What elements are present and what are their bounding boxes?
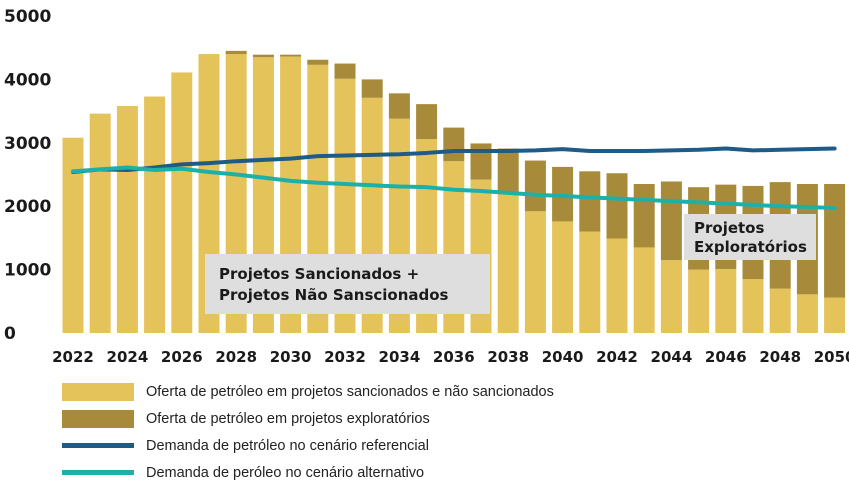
x-tick-label: 2050 (814, 348, 849, 366)
legend-label-sanctioned: Oferta de petróleo em projetos sancionad… (146, 383, 554, 400)
y-tick-label: 0 (4, 324, 16, 344)
annotation-box (684, 214, 816, 260)
x-tick-label: 2026 (161, 348, 203, 366)
x-tick-label: 2024 (107, 348, 149, 366)
y-tick-label: 2000 (4, 197, 51, 217)
bar-exploratory (334, 63, 356, 79)
annotation-text: Projetos Sancionados + (219, 265, 419, 283)
y-tick-label: 5000 (4, 7, 51, 27)
bar-sanctioned (688, 269, 710, 333)
x-tick-label: 2036 (433, 348, 475, 366)
bar-exploratory (606, 173, 628, 239)
bar-sanctioned (660, 260, 682, 333)
x-tick-label: 2030 (270, 348, 312, 366)
bar-sanctioned (524, 211, 546, 333)
bar-sanctioned (742, 279, 764, 333)
bar-sanctioned (116, 106, 138, 333)
legend-swatch-sanctioned (62, 382, 134, 401)
bar-sanctioned (89, 113, 111, 333)
chart-area: 0 1000 2000 3000 4000 5000 Projetos Sancionado… (4, 7, 849, 366)
bar-sanctioned (769, 288, 791, 333)
annotation-text: Projetos (694, 219, 764, 237)
bar-exploratory (660, 181, 682, 261)
bar-exploratory (225, 50, 247, 55)
y-tick-label: 3000 (4, 134, 51, 154)
legend-item-exploratory: Oferta de petróleo em projetos explorató… (62, 405, 554, 432)
bar-exploratory (633, 184, 655, 248)
bar-sanctioned (144, 96, 166, 334)
x-tick-label: 2034 (379, 348, 421, 366)
y-tick-label: 4000 (4, 70, 51, 90)
line-demand-alternative (71, 165, 837, 211)
bar-exploratory (470, 143, 492, 180)
x-tick-label: 2048 (759, 348, 801, 366)
annotation-box (205, 254, 490, 314)
y-tick-label: 1000 (4, 261, 51, 281)
bar-exploratory (579, 171, 601, 232)
x-tick-label: 2042 (596, 348, 638, 366)
bar-exploratory (524, 160, 546, 212)
legend-label-demand-alternative: Demanda de peróleo no cenário alternativ… (146, 464, 425, 481)
bar-sanctioned (62, 137, 84, 333)
x-tick-label: 2046 (705, 348, 747, 366)
x-tick-label: 2022 (52, 348, 94, 366)
bar-exploratory (280, 54, 302, 57)
bar-exploratory (307, 59, 329, 65)
bar-sanctioned (579, 231, 601, 333)
bar-exploratory (497, 148, 519, 195)
bar-exploratory (252, 54, 274, 58)
bar-sanctioned (606, 238, 628, 333)
bar-exploratory (416, 104, 438, 139)
legend-line-demand-alternative (62, 470, 134, 475)
bar-sanctioned (715, 268, 737, 333)
x-tick-label: 2028 (215, 348, 257, 366)
x-tick-label: 2038 (487, 348, 529, 366)
line-demand-reference (71, 146, 837, 174)
annotation-text: Exploratórios (694, 238, 807, 256)
bar-exploratory (824, 184, 846, 298)
bar-sanctioned (497, 194, 519, 333)
x-tick-label: 2040 (542, 348, 584, 366)
x-tick-label: 2044 (651, 348, 693, 366)
bar-sanctioned (824, 297, 846, 333)
bar-sanctioned (633, 247, 655, 333)
annotation-text: Projetos Não Sanscionados (219, 286, 449, 304)
legend: Oferta de petróleo em projetos sancionad… (62, 378, 554, 486)
bar-sanctioned (171, 72, 193, 334)
bar-sanctioned (796, 294, 818, 333)
bar-sanctioned (552, 221, 574, 333)
legend-item-demand-alternative: Demanda de peróleo no cenário alternativ… (62, 459, 554, 486)
bar-exploratory (443, 127, 465, 162)
legend-label-demand-reference: Demanda de petróleo no cenário referenci… (146, 437, 429, 454)
legend-line-demand-reference (62, 443, 134, 448)
legend-swatch-exploratory (62, 409, 134, 428)
bar-exploratory (361, 79, 383, 98)
x-tick-label: 2032 (324, 348, 366, 366)
legend-item-demand-reference: Demanda de petróleo no cenário referenci… (62, 432, 554, 459)
legend-item-sanctioned: Oferta de petróleo em projetos sancionad… (62, 378, 554, 405)
bar-exploratory (388, 93, 410, 119)
legend-label-exploratory: Oferta de petróleo em projetos explorató… (146, 410, 430, 427)
